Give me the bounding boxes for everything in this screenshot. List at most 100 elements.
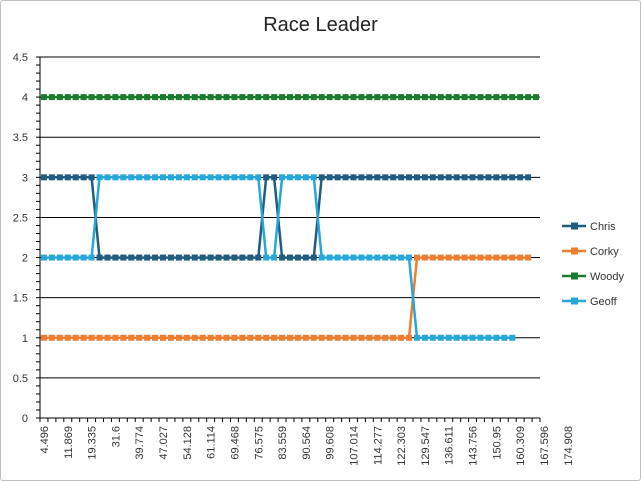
data-point-woody xyxy=(493,94,500,101)
y-tick-label: 2 xyxy=(22,253,28,265)
data-point-geoff xyxy=(88,254,95,261)
data-point-chris xyxy=(509,174,516,181)
data-point-geoff xyxy=(342,254,349,261)
data-point-chris xyxy=(493,174,500,181)
data-point-corky xyxy=(390,334,397,341)
x-tick-label: 76.575 xyxy=(253,426,265,460)
data-point-geoff xyxy=(167,174,174,181)
data-point-geoff xyxy=(437,334,444,341)
data-point-corky xyxy=(406,334,413,341)
data-point-geoff xyxy=(152,174,159,181)
data-point-woody xyxy=(120,94,127,101)
data-point-geoff xyxy=(493,334,500,341)
data-point-woody xyxy=(167,94,174,101)
x-tick-label: 83.559 xyxy=(277,426,289,460)
data-point-geoff xyxy=(239,174,246,181)
data-point-geoff xyxy=(96,174,103,181)
data-point-woody xyxy=(80,94,87,101)
data-point-corky xyxy=(477,254,484,261)
data-point-chris xyxy=(120,254,127,261)
data-point-corky xyxy=(207,334,214,341)
y-tick-label: 1.5 xyxy=(13,293,28,305)
x-tick-label: 4.496 xyxy=(39,426,51,454)
data-point-woody xyxy=(437,94,444,101)
legend-marker-woody xyxy=(571,272,578,280)
data-point-geoff xyxy=(215,174,222,181)
data-point-woody xyxy=(88,94,95,101)
data-point-chris xyxy=(302,254,309,261)
data-point-chris xyxy=(144,254,151,261)
x-tick-label: 150.95 xyxy=(491,426,503,460)
y-tick-label: 2.5 xyxy=(13,212,28,224)
data-point-woody xyxy=(525,94,532,101)
data-point-corky xyxy=(445,254,452,261)
y-tick-label: 4 xyxy=(22,92,28,104)
data-point-woody xyxy=(136,94,143,101)
data-point-geoff xyxy=(160,174,167,181)
data-point-geoff xyxy=(128,174,135,181)
data-point-corky xyxy=(112,334,119,341)
data-point-woody xyxy=(104,94,111,101)
data-point-corky xyxy=(191,334,198,341)
data-point-woody xyxy=(517,94,524,101)
data-point-geoff xyxy=(461,334,468,341)
y-tick-label: 3.5 xyxy=(13,132,28,144)
data-point-corky xyxy=(72,334,79,341)
data-point-corky xyxy=(326,334,333,341)
data-point-chris xyxy=(175,254,182,261)
x-tick-label: 160.309 xyxy=(515,426,527,466)
data-point-chris xyxy=(453,174,460,181)
data-point-corky xyxy=(461,254,468,261)
data-point-woody xyxy=(334,94,341,101)
data-point-chris xyxy=(152,254,159,261)
data-point-corky xyxy=(167,334,174,341)
data-point-geoff xyxy=(406,254,413,261)
data-point-woody xyxy=(326,94,333,101)
data-point-corky xyxy=(429,254,436,261)
data-point-woody xyxy=(421,94,428,101)
data-point-woody xyxy=(469,94,476,101)
data-point-corky xyxy=(56,334,63,341)
data-point-chris xyxy=(136,254,143,261)
data-point-chris xyxy=(247,254,254,261)
y-tick-label: 1 xyxy=(22,333,28,345)
data-point-corky xyxy=(183,334,190,341)
data-point-corky xyxy=(398,334,405,341)
data-point-woody xyxy=(231,94,238,101)
data-point-woody xyxy=(271,94,278,101)
x-tick-label: 122.303 xyxy=(396,426,408,466)
y-tick-label: 0.5 xyxy=(13,373,28,385)
data-point-woody xyxy=(199,94,206,101)
data-point-woody xyxy=(358,94,365,101)
data-point-woody xyxy=(294,94,301,101)
data-point-geoff xyxy=(390,254,397,261)
data-point-woody xyxy=(279,94,286,101)
data-point-corky xyxy=(144,334,151,341)
x-tick-label: 167.596 xyxy=(539,426,551,466)
data-point-geoff xyxy=(366,254,373,261)
data-point-chris xyxy=(271,174,278,181)
data-point-geoff xyxy=(477,334,484,341)
legend-marker-geoff xyxy=(571,297,578,305)
data-point-chris xyxy=(48,174,55,181)
data-point-woody xyxy=(247,94,254,101)
data-point-woody xyxy=(40,94,47,101)
data-point-woody xyxy=(477,94,484,101)
data-point-corky xyxy=(382,334,389,341)
data-point-geoff xyxy=(271,254,278,261)
data-point-woody xyxy=(72,94,79,101)
data-point-geoff xyxy=(144,174,151,181)
data-point-geoff xyxy=(310,174,317,181)
data-point-woody xyxy=(302,94,309,101)
x-tick-label: 11.869 xyxy=(63,426,75,459)
data-point-chris xyxy=(255,254,262,261)
data-point-woody xyxy=(485,94,492,101)
data-point-chris xyxy=(461,174,468,181)
x-tick-label: 114.277 xyxy=(372,426,384,465)
data-point-chris xyxy=(469,174,476,181)
legend: Chris Corky Woody Geoff xyxy=(562,221,625,308)
data-point-chris xyxy=(374,174,381,181)
axes: 0 0.5 1 1.5 2 2.5 3 3.5 4 4.5 4.496 11.869 19.335 31.… xyxy=(13,52,575,466)
data-point-chris xyxy=(64,174,71,181)
data-point-corky xyxy=(413,254,420,261)
